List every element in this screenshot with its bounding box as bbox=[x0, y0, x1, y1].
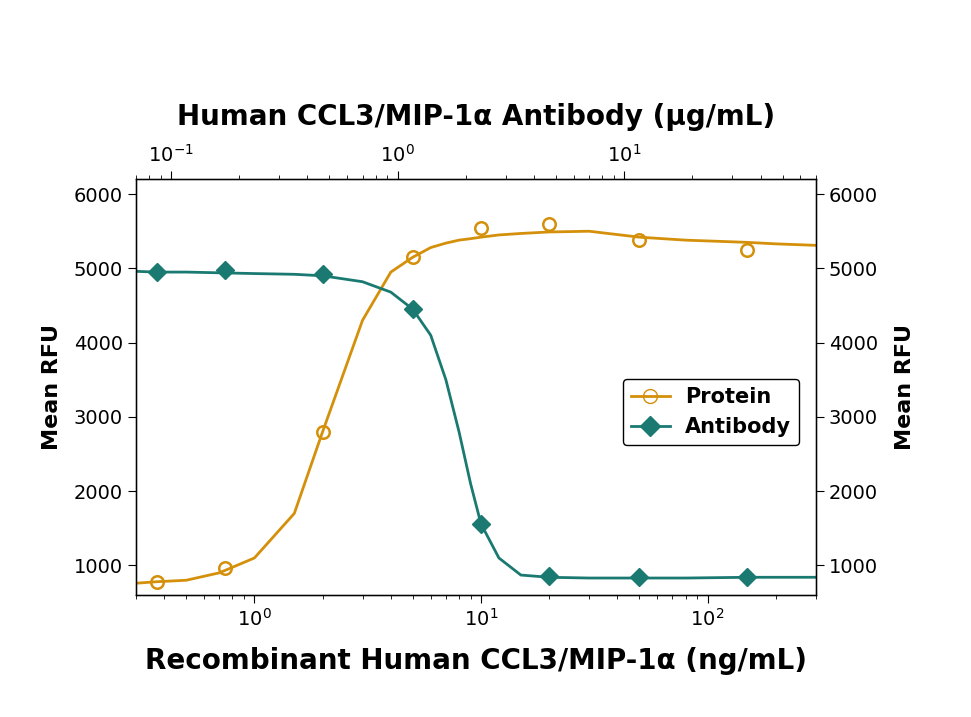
X-axis label: Human CCL3/MIP-1α Antibody (μg/mL): Human CCL3/MIP-1α Antibody (μg/mL) bbox=[177, 103, 775, 130]
Legend: Protein, Antibody: Protein, Antibody bbox=[623, 379, 799, 445]
Y-axis label: Mean RFU: Mean RFU bbox=[43, 324, 62, 450]
Y-axis label: Mean RFU: Mean RFU bbox=[894, 324, 915, 450]
X-axis label: Recombinant Human CCL3/MIP-1α (ng/mL): Recombinant Human CCL3/MIP-1α (ng/mL) bbox=[145, 647, 807, 675]
